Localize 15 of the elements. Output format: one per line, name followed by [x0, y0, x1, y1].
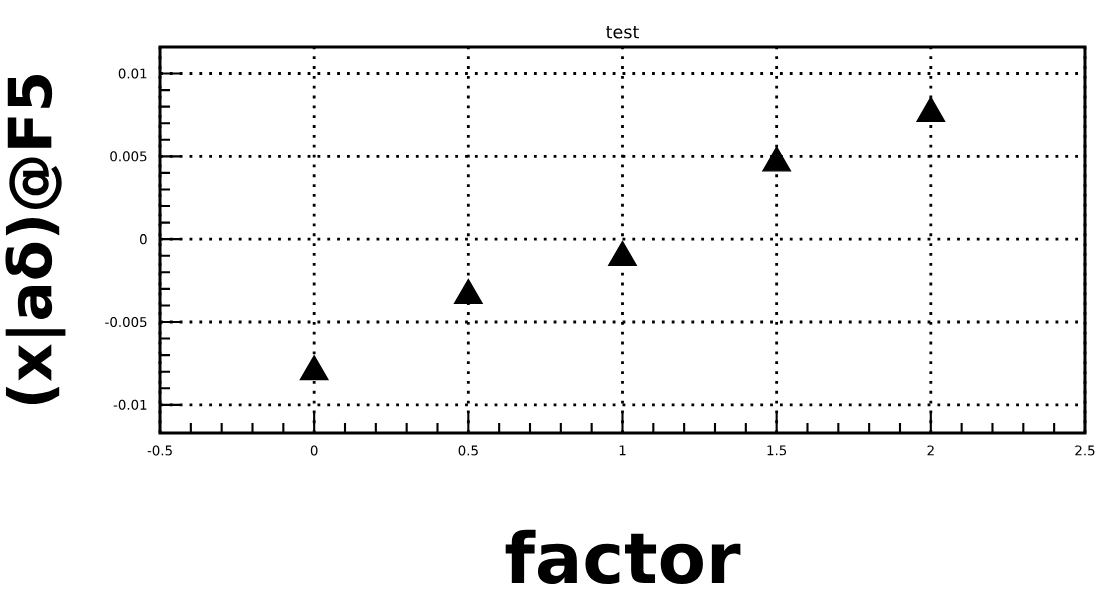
y-tick-label: 0.005	[110, 151, 147, 162]
y-tick-label: -0.005	[105, 316, 147, 328]
x-tick-label: 1.5	[767, 445, 787, 456]
y-tick-label: 0	[139, 234, 147, 245]
x-tick-label: 2.5	[1075, 445, 1095, 456]
y-tick-label: -0.01	[113, 399, 147, 410]
x-axis-title: factor	[505, 529, 741, 585]
x-tick-label: 0.5	[458, 445, 478, 456]
x-tick-label: 0	[310, 445, 318, 456]
x-tick-label: -0.5	[147, 445, 172, 456]
y-axis-title: (x|aδ)@F5	[5, 74, 66, 405]
chart-title: test	[606, 25, 639, 39]
x-tick-label: 2	[927, 445, 934, 456]
y-tick-label: 0.01	[118, 68, 147, 79]
x-tick-label: 1	[619, 445, 626, 456]
